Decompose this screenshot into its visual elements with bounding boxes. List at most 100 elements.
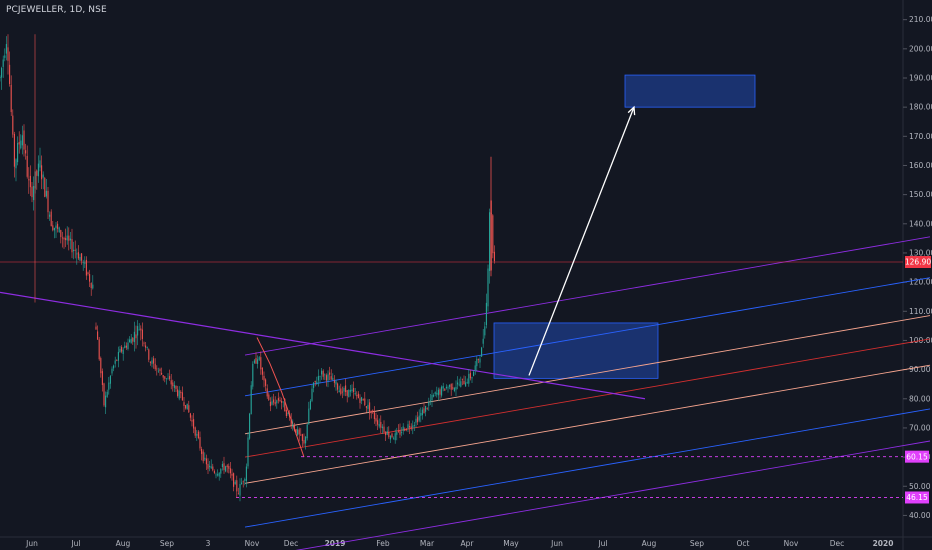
candle-body [295,429,297,434]
candle-body [100,358,102,374]
candle-body [69,238,71,241]
candle-body [228,465,230,469]
candle-body [209,465,211,468]
candle-body [221,463,223,467]
y-tick-label: 70.00 [909,423,931,432]
candle-body [63,237,65,240]
y-tick-label: 90.00 [909,365,931,374]
y-tick-label: 160.00 [909,161,932,170]
candle-body [255,358,257,364]
candle-body [117,351,119,361]
candle-body [321,370,323,375]
candle-body [429,400,431,402]
candle-body [308,408,310,425]
x-tick-label: Mar [420,539,435,548]
candle-body [50,211,52,227]
candle-body [205,458,207,465]
candle-body [199,437,201,449]
x-tick-label: Apr [461,539,475,548]
candle-body [268,394,270,400]
candle-body [257,359,259,364]
candle-body [284,399,286,412]
current-price-tag [905,256,931,269]
candle-body [20,140,22,149]
x-tick-label: Sep [690,539,704,548]
y-tick-label: 180.00 [909,103,932,112]
candle-body [413,425,415,426]
candle-body [327,374,329,381]
candle-body [452,387,454,389]
candle-body [343,387,345,392]
candle-body [113,365,115,369]
candle-body [244,479,246,481]
candle-body [247,437,249,467]
pitchfork-line-2 [244,364,931,484]
x-tick-label: Nov [784,539,799,548]
candle-body [335,381,337,385]
y-tick-label: 110.00 [909,307,932,316]
candle-body [173,385,175,388]
candle-body [477,359,479,361]
candle-body [151,360,153,364]
candle-body [55,225,57,229]
candle-body [119,348,121,353]
candle-body [354,393,356,395]
candle-body [58,227,60,233]
candle-body [485,302,487,326]
candle-body [194,427,196,436]
candle-body [487,268,489,307]
candle-body [298,429,300,435]
candle-body [460,381,462,387]
candle-body [372,410,374,413]
candle-body [245,466,247,482]
candle-body [431,394,433,401]
candle-body [7,47,9,61]
candle-body [439,389,441,395]
candle-body [345,385,347,393]
candle-body [317,376,319,381]
candle-body [417,417,419,423]
candle-body [162,375,164,378]
candle-body [421,409,423,416]
candle-body [369,402,371,414]
candle-body [415,418,417,423]
candle-body [141,329,143,339]
candle-body [207,463,209,469]
candle-body [18,141,20,145]
candle-body [29,175,31,188]
candle-body [109,375,111,384]
candle-body [42,174,44,178]
x-tick-label: Jun [25,539,38,548]
candle-body [482,338,484,344]
candle-body [225,466,227,472]
candle-body [97,331,99,340]
candle-body [333,380,335,383]
candle-body [81,253,83,261]
candle-body [301,434,303,441]
candle-body [210,466,212,469]
candle-body [364,398,366,406]
candle-body [231,473,233,476]
x-tick-label: Dec [830,539,845,548]
candle-body [21,135,23,146]
candle-body [84,262,86,264]
candle-body [428,402,430,406]
candle-body [402,426,404,432]
candle-body [441,386,443,396]
projection-arrow [528,106,635,376]
candle-body [258,357,260,360]
candle-body [33,186,35,201]
candle-body [53,227,55,231]
candle-body [229,468,231,474]
y-tick-label: 140.00 [909,219,932,228]
candle-body [445,386,447,389]
candle-body [116,359,118,361]
candle-body [405,428,407,430]
y-tick-label: 210.00 [909,15,932,24]
candle-body [175,385,177,389]
candle-body [71,239,73,253]
candle-body [196,434,198,436]
candle-body [263,375,265,381]
candle-body [377,420,379,425]
